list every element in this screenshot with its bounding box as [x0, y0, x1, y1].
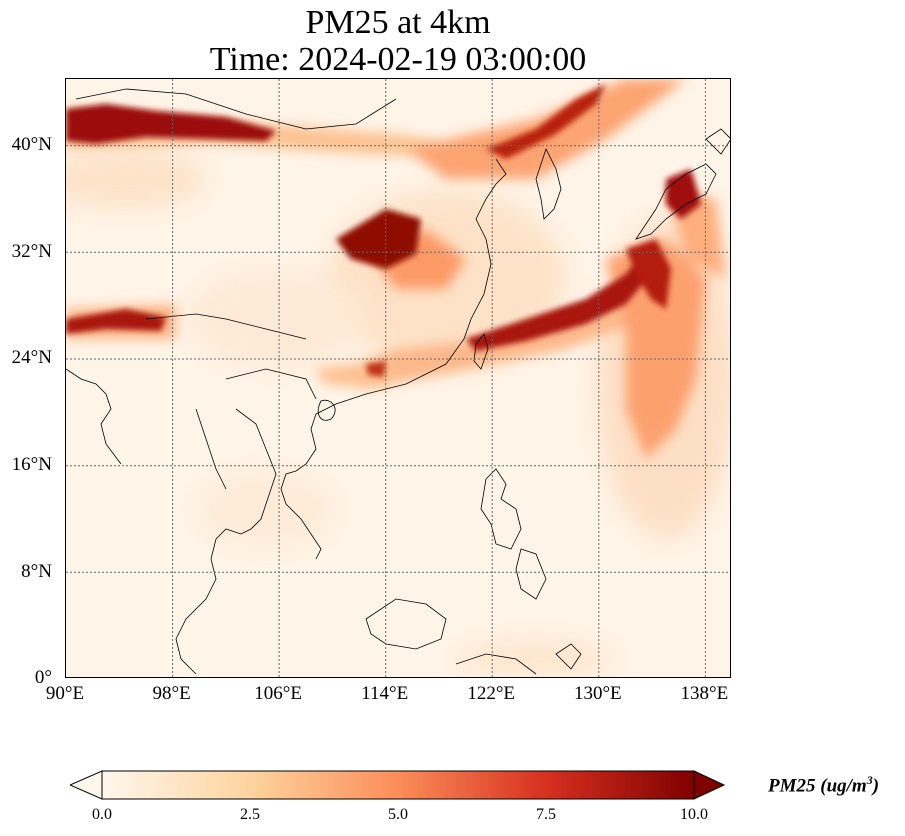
lon-tick-label: 130°E [573, 683, 622, 704]
lat-tick-label: 0° [34, 667, 52, 688]
pm25-hotspots [66, 84, 701, 377]
colorbar-tick: 10.0 [680, 806, 708, 823]
title-line-1: PM25 at 4km [305, 4, 491, 41]
lat-tick-label: 32°N [11, 241, 52, 262]
colorbar-label: PM25 (ug/m3) [768, 773, 880, 797]
lon-tick-label: 138°E [680, 683, 729, 704]
lat-tick-label: 16°N [11, 454, 52, 475]
lon-tick-label: 106°E [254, 683, 302, 704]
map-title: PM25 at 4km Time: 2024-02-19 03:00:00 [65, 4, 731, 78]
colorbar-extend-min [68, 770, 103, 800]
lat-tick-label: 24°N [11, 347, 52, 368]
colorbar-tick: 7.5 [536, 806, 556, 823]
colorbar-extend-max [693, 770, 726, 800]
coastlines [66, 88, 730, 675]
lon-tick-label: 114°E [361, 683, 409, 704]
colorbar-tick: 5.0 [388, 806, 408, 823]
colorbar-tick: 0.0 [92, 806, 112, 823]
lon-tick-label: 122°E [467, 683, 516, 704]
lon-tick-label: 90°E [45, 683, 85, 704]
gridlines [66, 79, 730, 677]
lat-tick-label: 40°N [11, 134, 52, 155]
colorbar [68, 770, 726, 800]
map-panel [65, 78, 731, 678]
lon-tick-label: 98°E [152, 683, 191, 704]
colorbar-gradient [68, 770, 726, 800]
colorbar-tick: 2.5 [240, 806, 260, 823]
lat-tick-label: 8°N [21, 561, 52, 582]
pm25-field [66, 79, 730, 677]
title-line-2: Time: 2024-02-19 03:00:00 [209, 41, 587, 78]
